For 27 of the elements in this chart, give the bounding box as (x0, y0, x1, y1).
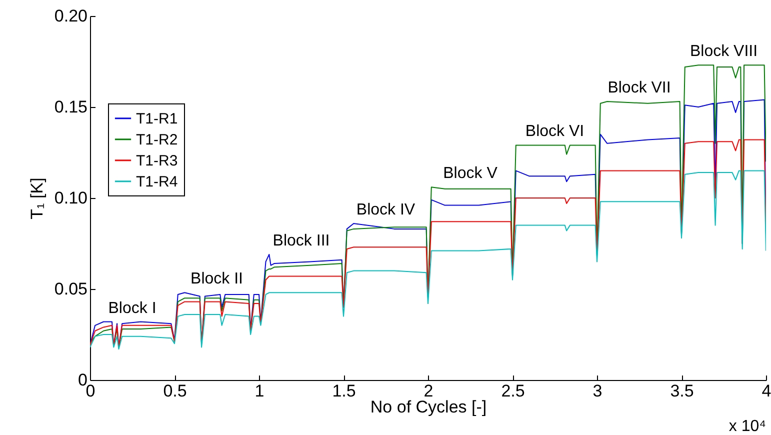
y-tick-label: 0.20 (54, 6, 88, 26)
x-axis-title: No of Cycles [-] (370, 398, 487, 416)
annotation: Block I (108, 300, 156, 317)
x-tick-label: 1.5 (332, 382, 356, 400)
annotation: Block VI (525, 123, 584, 140)
legend-label: T1-R1 (136, 110, 178, 128)
annotation: Block VIII (690, 43, 758, 60)
x-tick-label: 4 (762, 382, 771, 400)
x-tick-label: 0.5 (163, 382, 187, 400)
x-tick-label: 2 (424, 382, 434, 400)
annotation: Block II (190, 270, 243, 288)
x-tick-label: 3.5 (670, 382, 694, 400)
legend-label: T1-R2 (136, 131, 178, 148)
y-tick-label: 0.10 (54, 188, 88, 208)
y-tick-label: 0.15 (54, 98, 88, 116)
legend-label: T1-R3 (136, 152, 178, 170)
x-tick-label: 3 (592, 382, 602, 400)
y-tick-label: 0.05 (54, 280, 88, 298)
text: x 10⁴ (728, 418, 766, 435)
annotation: Block IV (356, 201, 416, 218)
annotation: Block VII (608, 80, 671, 97)
x-tick-label: 2.5 (501, 382, 525, 400)
x-tick-label: 1 (254, 382, 264, 400)
legend-label: T1-R4 (136, 173, 178, 190)
annotation: Block III (272, 232, 330, 250)
y-axis-title: T₁ [K] (27, 178, 46, 220)
annotation: Block V (443, 165, 498, 182)
